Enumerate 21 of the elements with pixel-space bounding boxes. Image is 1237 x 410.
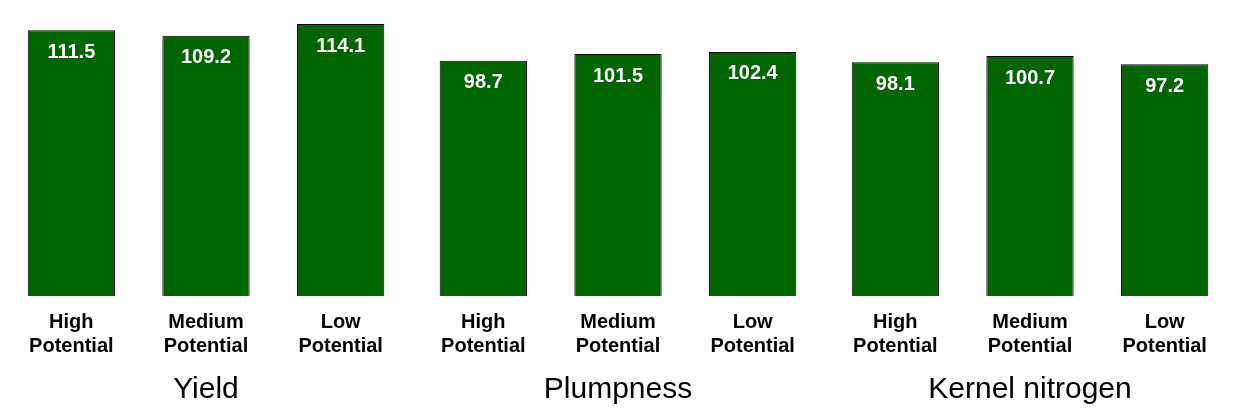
text: Plumpness [543, 371, 693, 405]
data-label: 100.7 [1004, 65, 1056, 88]
data-label: 102.4 [727, 61, 779, 84]
text: Kernel nitrogen [928, 371, 1132, 405]
x-tick-label: Low Potential [710, 309, 795, 356]
x-tick-label: High Potential [853, 309, 938, 356]
x-tick-label: High Potential [441, 309, 526, 356]
text: Yield [173, 371, 239, 405]
data-label: 111.5 [47, 39, 96, 62]
data-label: 97.2 [1145, 73, 1185, 96]
data-label: 98.1 [875, 71, 915, 94]
x-tick-label: Low Potential [1122, 309, 1207, 356]
x-tick-label: Medium Potential [163, 309, 249, 356]
x-tick-label: Medium Potential [575, 309, 661, 356]
x-tick-label: Low Potential [298, 309, 383, 356]
data-label: 98.7 [463, 70, 503, 93]
data-label: 101.5 [592, 63, 644, 86]
data-label: 109.2 [180, 45, 232, 68]
x-tick-label: Medium Potential [987, 309, 1073, 356]
x-tick-label: High Potential [29, 309, 114, 356]
data-label: 114.1 [316, 33, 366, 56]
